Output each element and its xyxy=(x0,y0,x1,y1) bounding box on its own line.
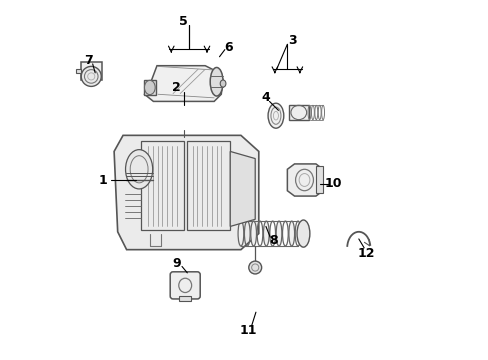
FancyBboxPatch shape xyxy=(170,272,200,299)
Polygon shape xyxy=(287,164,323,196)
Text: 1: 1 xyxy=(99,174,107,186)
Text: 3: 3 xyxy=(288,34,296,47)
Text: 10: 10 xyxy=(325,177,342,190)
Polygon shape xyxy=(143,80,156,95)
Ellipse shape xyxy=(210,67,223,96)
Ellipse shape xyxy=(276,221,281,246)
Text: 12: 12 xyxy=(356,247,374,260)
Polygon shape xyxy=(144,66,223,102)
Ellipse shape xyxy=(296,220,309,247)
Ellipse shape xyxy=(144,80,155,95)
Polygon shape xyxy=(315,166,323,193)
Text: 7: 7 xyxy=(83,54,92,67)
Ellipse shape xyxy=(248,261,261,274)
Text: 4: 4 xyxy=(261,91,270,104)
Ellipse shape xyxy=(250,221,256,246)
Polygon shape xyxy=(76,68,81,73)
Text: 8: 8 xyxy=(268,234,277,247)
Ellipse shape xyxy=(263,221,268,246)
Polygon shape xyxy=(81,62,102,80)
Ellipse shape xyxy=(81,66,101,86)
Ellipse shape xyxy=(267,103,283,128)
Polygon shape xyxy=(288,105,308,120)
Ellipse shape xyxy=(238,221,244,246)
Text: 9: 9 xyxy=(172,257,181,270)
Text: 5: 5 xyxy=(179,14,188,27)
Polygon shape xyxy=(230,152,255,226)
Polygon shape xyxy=(114,135,258,249)
Text: 6: 6 xyxy=(224,41,232,54)
Ellipse shape xyxy=(220,80,225,87)
Polygon shape xyxy=(179,296,190,301)
Text: 2: 2 xyxy=(172,81,181,94)
Ellipse shape xyxy=(288,221,294,246)
Text: 11: 11 xyxy=(239,324,256,337)
Ellipse shape xyxy=(125,150,152,189)
